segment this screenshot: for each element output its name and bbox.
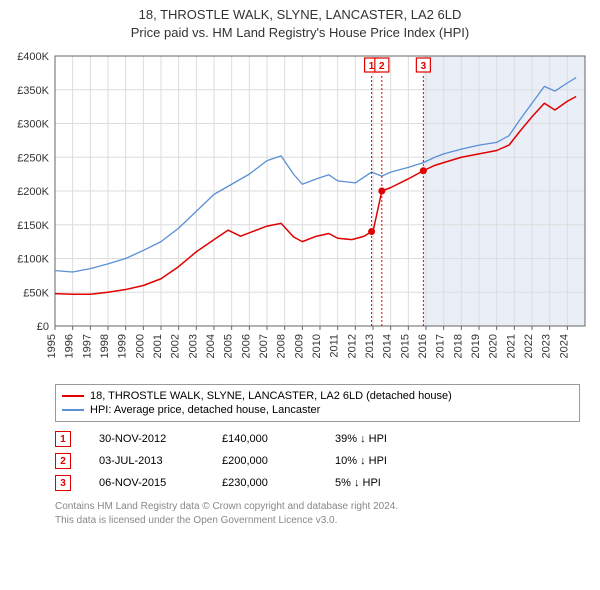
line-chart-svg: £0 £50K £100K £150K £200K £250K £300K £350K £400… <box>0 46 600 376</box>
svg-text:2006: 2006 <box>240 334 252 358</box>
svg-text:£0: £0 <box>37 321 49 333</box>
svg-text:2013: 2013 <box>364 334 376 358</box>
svg-text:2003: 2003 <box>187 334 199 358</box>
transaction-price: £200,000 <box>222 455 307 467</box>
title-block: 18, THROSTLE WALK, SLYNE, LANCASTER, LA2… <box>0 0 600 46</box>
transaction-row: 2 03-JUL-2013 £200,000 10% ↓ HPI <box>55 450 580 472</box>
svg-text:£250K: £250K <box>17 153 49 165</box>
transaction-row: 1 30-NOV-2012 £140,000 39% ↓ HPI <box>55 428 580 450</box>
svg-text:1998: 1998 <box>99 334 111 358</box>
svg-text:2024: 2024 <box>558 334 570 358</box>
attribution: Contains HM Land Registry data © Crown c… <box>55 500 580 527</box>
transaction-date: 06-NOV-2015 <box>99 477 194 489</box>
svg-text:2010: 2010 <box>311 334 323 358</box>
legend-row-price-paid: 18, THROSTLE WALK, SLYNE, LANCASTER, LA2… <box>62 389 573 403</box>
svg-text:2018: 2018 <box>452 334 464 358</box>
plot-area: £0 £50K £100K £150K £200K £250K £300K £350K £400… <box>0 46 600 376</box>
svg-text:2005: 2005 <box>223 334 235 358</box>
transaction-hpi-delta: 10% ↓ HPI <box>335 455 425 467</box>
svg-text:1997: 1997 <box>81 334 93 358</box>
svg-text:2015: 2015 <box>399 334 411 358</box>
svg-text:2023: 2023 <box>541 334 553 358</box>
svg-text:2022: 2022 <box>523 334 535 358</box>
svg-text:2017: 2017 <box>435 334 447 358</box>
legend-row-hpi: HPI: Average price, detached house, Lanc… <box>62 403 573 417</box>
svg-text:1999: 1999 <box>117 334 129 358</box>
svg-text:2000: 2000 <box>134 334 146 358</box>
svg-text:£200K: £200K <box>17 186 49 198</box>
svg-text:2002: 2002 <box>170 334 182 358</box>
transaction-badge: 2 <box>55 453 71 469</box>
svg-text:2007: 2007 <box>258 334 270 358</box>
svg-text:£50K: £50K <box>23 288 49 300</box>
svg-text:2021: 2021 <box>505 334 517 358</box>
svg-text:2012: 2012 <box>346 334 358 358</box>
svg-text:2008: 2008 <box>276 334 288 358</box>
svg-text:£350K: £350K <box>17 85 49 97</box>
svg-text:£100K: £100K <box>17 254 49 266</box>
transaction-date: 03-JUL-2013 <box>99 455 194 467</box>
svg-text:£300K: £300K <box>17 119 49 131</box>
chart-container: 18, THROSTLE WALK, SLYNE, LANCASTER, LA2… <box>0 0 600 527</box>
attribution-line: Contains HM Land Registry data © Crown c… <box>55 500 580 514</box>
svg-text:1995: 1995 <box>46 334 58 358</box>
transaction-price: £230,000 <box>222 477 307 489</box>
legend-swatch <box>62 409 84 411</box>
transaction-row: 3 06-NOV-2015 £230,000 5% ↓ HPI <box>55 472 580 494</box>
legend-label: HPI: Average price, detached house, Lanc… <box>90 404 320 416</box>
svg-text:£400K: £400K <box>17 51 49 63</box>
transactions-table: 1 30-NOV-2012 £140,000 39% ↓ HPI 2 03-JUL-201… <box>55 428 580 494</box>
svg-text:2019: 2019 <box>470 334 482 358</box>
transaction-date: 30-NOV-2012 <box>99 433 194 445</box>
title-address: 18, THROSTLE WALK, SLYNE, LANCASTER, LA2… <box>0 6 600 24</box>
legend: 18, THROSTLE WALK, SLYNE, LANCASTER, LA2… <box>55 384 580 422</box>
svg-text:1996: 1996 <box>64 334 76 358</box>
attribution-line: This data is licensed under the Open Gov… <box>55 514 580 528</box>
title-subtitle: Price paid vs. HM Land Registry's House … <box>0 24 600 42</box>
svg-text:2: 2 <box>379 61 385 72</box>
svg-text:£150K: £150K <box>17 220 49 232</box>
svg-text:2020: 2020 <box>488 334 500 358</box>
svg-text:2001: 2001 <box>152 334 164 358</box>
transaction-badge: 1 <box>55 431 71 447</box>
svg-text:2014: 2014 <box>382 334 394 358</box>
svg-text:1: 1 <box>369 61 375 72</box>
transaction-price: £140,000 <box>222 433 307 445</box>
svg-text:2011: 2011 <box>329 334 341 358</box>
legend-swatch <box>62 395 84 397</box>
transaction-hpi-delta: 5% ↓ HPI <box>335 477 425 489</box>
transaction-hpi-delta: 39% ↓ HPI <box>335 433 425 445</box>
svg-text:3: 3 <box>421 61 427 72</box>
svg-text:2009: 2009 <box>293 334 305 358</box>
legend-label: 18, THROSTLE WALK, SLYNE, LANCASTER, LA2… <box>90 390 452 402</box>
svg-text:2016: 2016 <box>417 334 429 358</box>
svg-text:2004: 2004 <box>205 334 217 358</box>
transaction-badge: 3 <box>55 475 71 491</box>
